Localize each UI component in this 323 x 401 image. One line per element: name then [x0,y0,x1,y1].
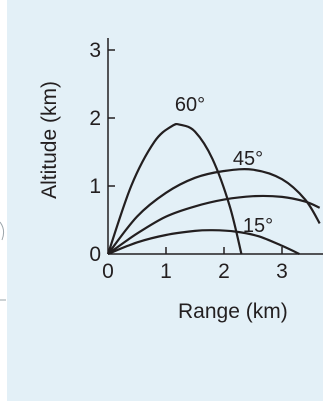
y-tick-label: 2 [89,107,101,130]
x-tick-label: 2 [218,260,230,283]
trajectory-curve-4 [107,229,300,256]
x-axis-ticks: 0 1 2 3 [102,247,288,283]
x-axis-title: Range (km) [178,300,288,323]
trajectory-curves [106,122,321,256]
edge-decoration [0,221,5,241]
x-tick-label: 0 [102,260,114,283]
x-tick-label: 3 [276,260,288,283]
y-axis-title: Altitude (km) [38,81,61,199]
trajectory-curve-1 [106,122,243,255]
y-axis-ticks: 0 1 2 3 [89,39,115,266]
curve-label-1: 60° [175,94,205,116]
outside-margin [0,0,7,401]
y-tick-label: 3 [89,39,101,62]
y-tick-label: 0 [89,243,101,266]
curve-label-4: 15° [243,215,273,237]
chart-panel [7,0,323,401]
trajectory-curve-2 [107,168,321,255]
curve-labels: 60° 45° 15° [175,94,273,237]
curve-label-2: 45° [233,148,263,170]
trajectory-curve-3 [107,194,321,255]
x-tick-label: 1 [160,260,172,283]
y-tick-label: 1 [89,175,101,198]
